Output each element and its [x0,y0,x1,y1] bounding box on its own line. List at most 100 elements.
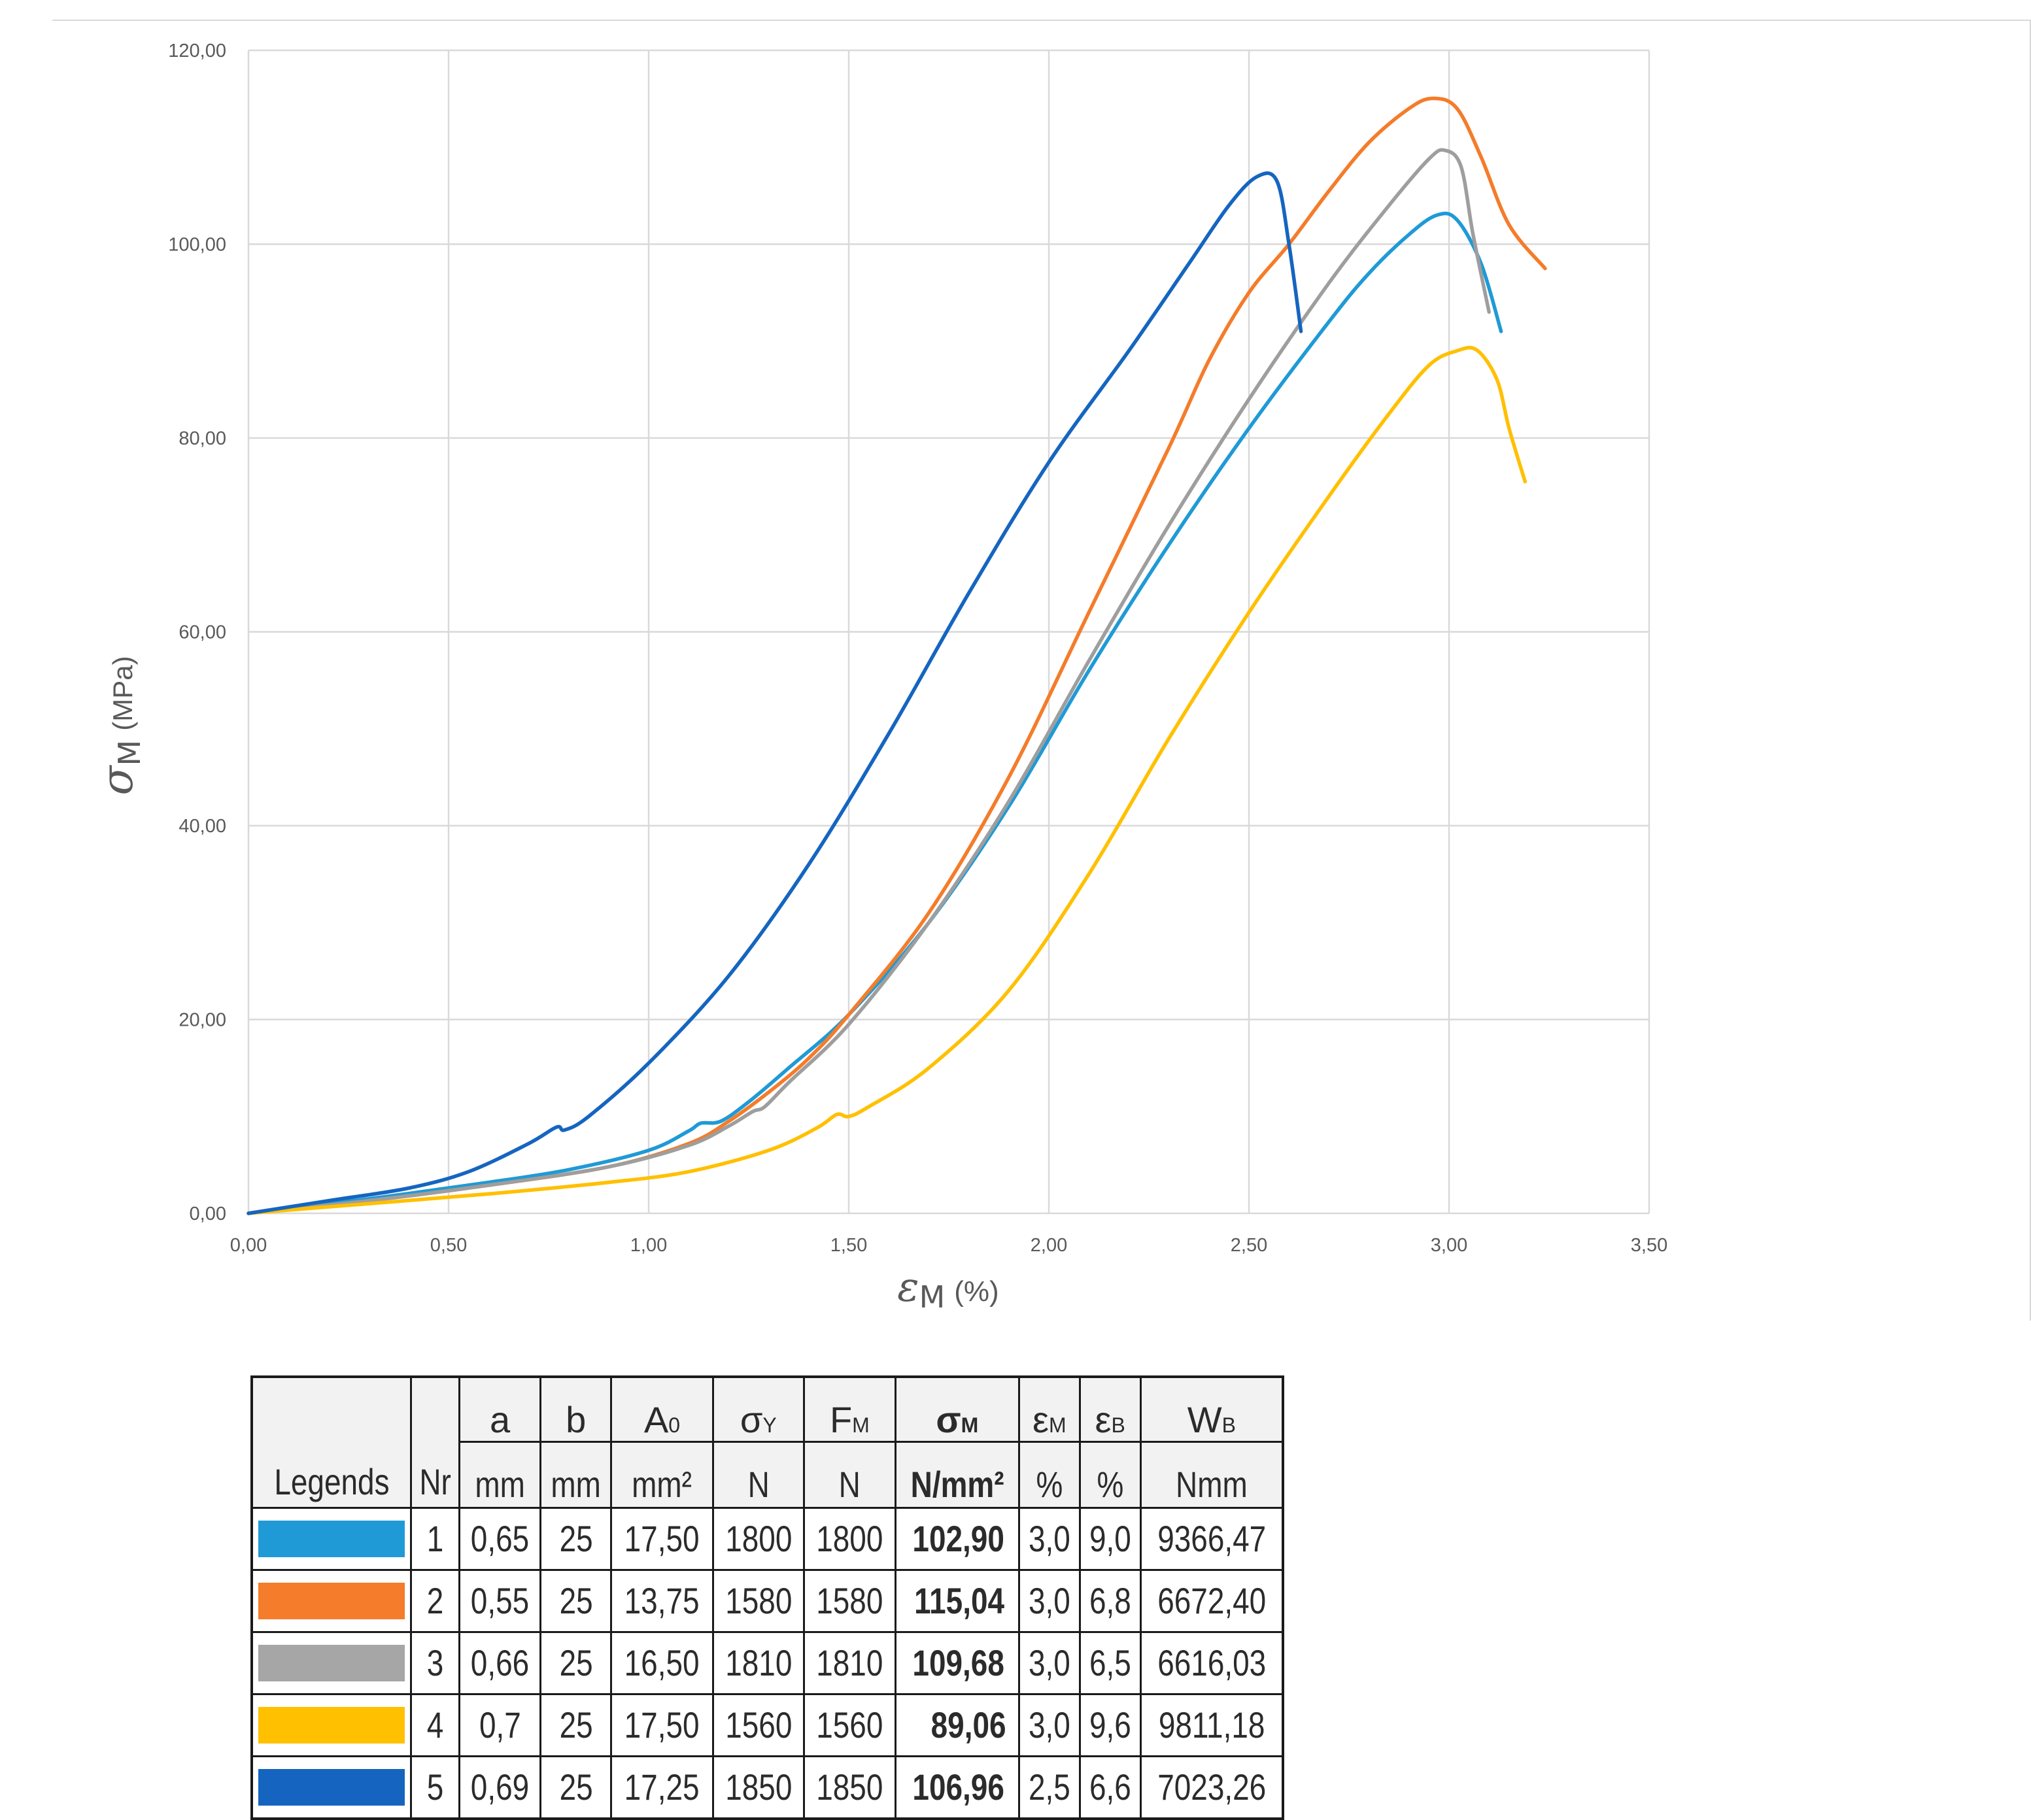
series-line-5 [247,171,1303,1215]
table-cell: 1850 [711,1755,806,1820]
x-axis-subscript: M [919,1279,946,1315]
series-line-1 [247,211,1503,1215]
x-tick-label: 1,50 [830,1235,867,1256]
table-cell: 1810 [803,1631,896,1695]
table-cell: 3 [409,1631,461,1695]
y-axis-title: σM (MPa) [92,656,147,795]
table-cell: 16,50 [610,1631,714,1695]
y-axis-unit: (MPa) [107,656,138,730]
unit-sigma-y: N [711,1441,806,1509]
unit-a0: mm² [610,1441,714,1509]
table-cell: 5 [409,1755,461,1820]
table-body: 1 0,65 25 17,50 1800 1800 102,90 3,0 9,0 9366,47 2… [250,1507,1284,1820]
table-cell: 1560 [803,1693,896,1757]
table-cell: 25 [539,1755,613,1820]
table-cell: 0,69 [458,1755,542,1820]
table-cell: 25 [539,1631,613,1695]
x-tick-label: 0,00 [230,1235,267,1256]
table-cell: 6,5 [1078,1631,1142,1695]
table-cell: 3,0 [1017,1569,1081,1633]
table-cell: 17,50 [610,1507,714,1571]
unit-eps-b: % [1078,1441,1142,1509]
table-row: 1 0,65 25 17,50 1800 1800 102,90 3,0 9,0 9366,47 [250,1507,1284,1571]
series-line-4 [247,345,1528,1215]
series-line-2 [247,96,1547,1215]
table-row: 4 0,7 25 17,50 1560 1560 89,06 3,0 9,6 9811,18 [250,1693,1284,1757]
table-cell: 6,6 [1078,1755,1142,1820]
legend-swatch [258,1769,405,1806]
y-tick-label: 120,00 [168,41,226,61]
table-cell: 25 [539,1569,613,1633]
header-sigma-m: σM [894,1375,1020,1443]
y-tick-label: 20,00 [179,1010,226,1031]
table-cell: 7023,26 [1139,1755,1284,1820]
header-wb: WB [1139,1375,1284,1443]
table-cell: 4 [409,1693,461,1757]
y-tick-label: 80,00 [179,428,226,449]
table-row: 2 0,55 25 13,75 1580 1580 115,04 3,0 6,8 6672,40 [250,1569,1284,1633]
table-cell: 17,25 [610,1755,714,1820]
table-cell: 1800 [711,1507,806,1571]
table-row: 3 0,66 25 16,50 1810 1810 109,68 3,0 6,5 6616,03 [250,1631,1284,1695]
table-cell: 9366,47 [1139,1507,1284,1571]
legend-swatch-cell [250,1631,412,1695]
y-tick-label: 40,00 [179,816,226,837]
legend-swatch [258,1521,405,1557]
x-tick-label: 1,00 [630,1235,667,1256]
unit-sigma-m: N/mm² [894,1441,1020,1509]
legend-swatch-cell [250,1507,412,1571]
table-cell: 3,0 [1017,1631,1081,1695]
table-cell: 0,66 [458,1631,542,1695]
header-sigma-y: σY [711,1375,806,1443]
legend-swatch [258,1583,405,1619]
y-tick-label: 100,00 [168,235,226,256]
specimen-table: Legends Nr a b A0 σY FM σM εM εB WB mm m… [250,1375,1285,1820]
header-a: a [458,1375,542,1443]
table-cell: 3,0 [1017,1693,1081,1757]
header-eps-b: εB [1078,1375,1142,1443]
table-cell: 2 [409,1569,461,1633]
y-tick-label: 0,00 [190,1204,226,1224]
grid [247,49,1650,1215]
header-b: b [539,1375,613,1443]
table-cell: 1850 [803,1755,896,1820]
legend-swatch-cell [250,1693,412,1757]
table-cell: 1560 [711,1693,806,1757]
table-cell: 9,6 [1078,1693,1142,1757]
y-axis-symbol: σ [92,765,143,796]
unit-eps-m: % [1017,1441,1081,1509]
table-cell: 89,06 [894,1693,1020,1757]
legend-swatch-cell [250,1569,412,1633]
legend-swatch [258,1707,405,1744]
table-cell: 1580 [803,1569,896,1633]
legend-swatch [258,1645,405,1681]
legend-swatch-cell [250,1755,412,1820]
unit-fm: N [803,1441,896,1509]
table-cell: 3,0 [1017,1507,1081,1571]
table-cell: 106,96 [894,1755,1020,1820]
series-lines [247,96,1547,1215]
table-cell: 2,5 [1017,1755,1081,1820]
table-cell: 1810 [711,1631,806,1695]
stress-strain-chart: 0,00 0,50 1,00 1,50 2,00 2,50 3,00 3,50 0,00 20,0… [92,41,1667,1315]
table-cell: 1800 [803,1507,896,1571]
table-cell: 0,7 [458,1693,542,1757]
table-cell: 17,50 [610,1693,714,1757]
x-tick-label: 2,00 [1031,1235,1067,1256]
header-a0: A0 [610,1375,714,1443]
table-header-symbols: Legends Nr a b A0 σY FM σM εM εB WB [250,1375,1284,1509]
tick-labels: 0,00 0,50 1,00 1,50 2,00 2,50 3,00 3,50 0,00 20,0… [168,41,1667,1256]
table-cell: 109,68 [894,1631,1020,1695]
table-cell: 115,04 [894,1569,1020,1633]
x-axis-unit: (%) [954,1275,998,1307]
x-tick-label: 3,50 [1631,1235,1667,1256]
x-tick-label: 0,50 [430,1235,467,1256]
table-cell: 9811,18 [1139,1693,1284,1757]
unit-wb: Nmm [1139,1441,1284,1509]
table-cell: 0,55 [458,1569,542,1633]
table-cell: 13,75 [610,1569,714,1633]
table-cell: 102,90 [894,1507,1020,1571]
table-cell: 25 [539,1507,613,1571]
x-tick-label: 2,50 [1231,1235,1267,1256]
unit-a: mm [458,1441,542,1509]
